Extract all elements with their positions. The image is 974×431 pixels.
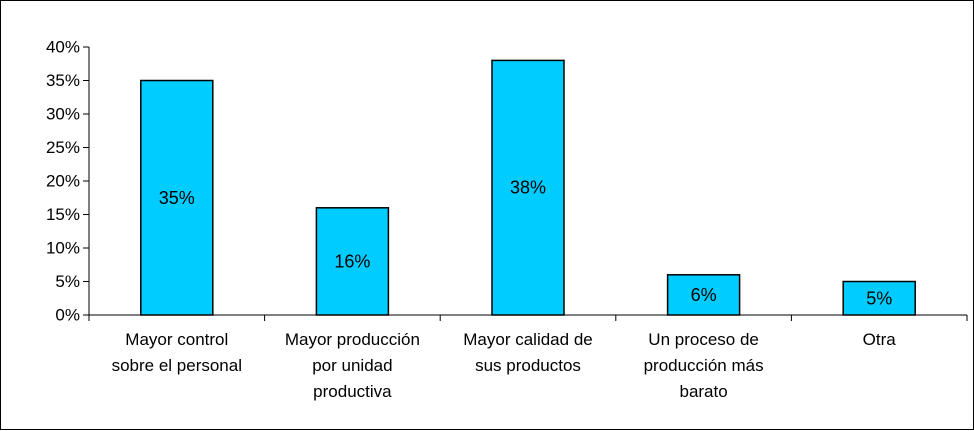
category-label: Otra [863, 330, 897, 349]
category-label-line: Otra [863, 330, 897, 349]
y-tick-label: 20% [46, 172, 80, 191]
bars [140, 59, 916, 316]
y-tick-label: 10% [46, 239, 80, 258]
category-label: Mayor control sobre el personal [112, 330, 242, 375]
category-label-line: producción más [644, 356, 764, 375]
category-label: Un proceso de producción más barato [644, 330, 764, 401]
category-label-line: Mayor control [125, 330, 228, 349]
y-axis-ticks: 0% 5% 10% 15% 20% 25% 30% 35% 40% [46, 38, 89, 325]
y-tick-label: 30% [46, 105, 80, 124]
y-tick-label: 25% [46, 138, 80, 157]
y-tick-label: 15% [46, 205, 80, 224]
y-tick-label: 35% [46, 71, 80, 90]
data-label: 5% [866, 288, 892, 308]
data-label: 16% [334, 251, 370, 271]
y-tick-label: 5% [55, 272, 80, 291]
category-label-line: Mayor producción [285, 330, 420, 349]
category-label: Mayor calidad de sus productos [463, 330, 592, 375]
category-label-line: barato [679, 382, 727, 401]
data-label: 6% [691, 285, 717, 305]
data-label: 38% [510, 178, 546, 198]
y-tick-label: 0% [55, 306, 80, 325]
category-label: Mayor producción por unidad productiva [285, 330, 420, 401]
category-label-line: sobre el personal [112, 356, 242, 375]
category-label-line: Un proceso de [648, 330, 759, 349]
category-label-line: Mayor calidad de [463, 330, 592, 349]
category-label-line: por unidad [312, 356, 392, 375]
y-tick-label: 40% [46, 38, 80, 57]
category-label-line: sus productos [475, 356, 581, 375]
bar [140, 79, 214, 316]
x-axis-ticks [88, 315, 968, 321]
x-axis-labels: Mayor control sobre el personal Mayor prod… [112, 330, 897, 401]
category-label-line: productiva [313, 382, 392, 401]
data-label: 35% [159, 188, 195, 208]
data-labels: 35% 16% 38% 6% 5% [159, 178, 892, 309]
